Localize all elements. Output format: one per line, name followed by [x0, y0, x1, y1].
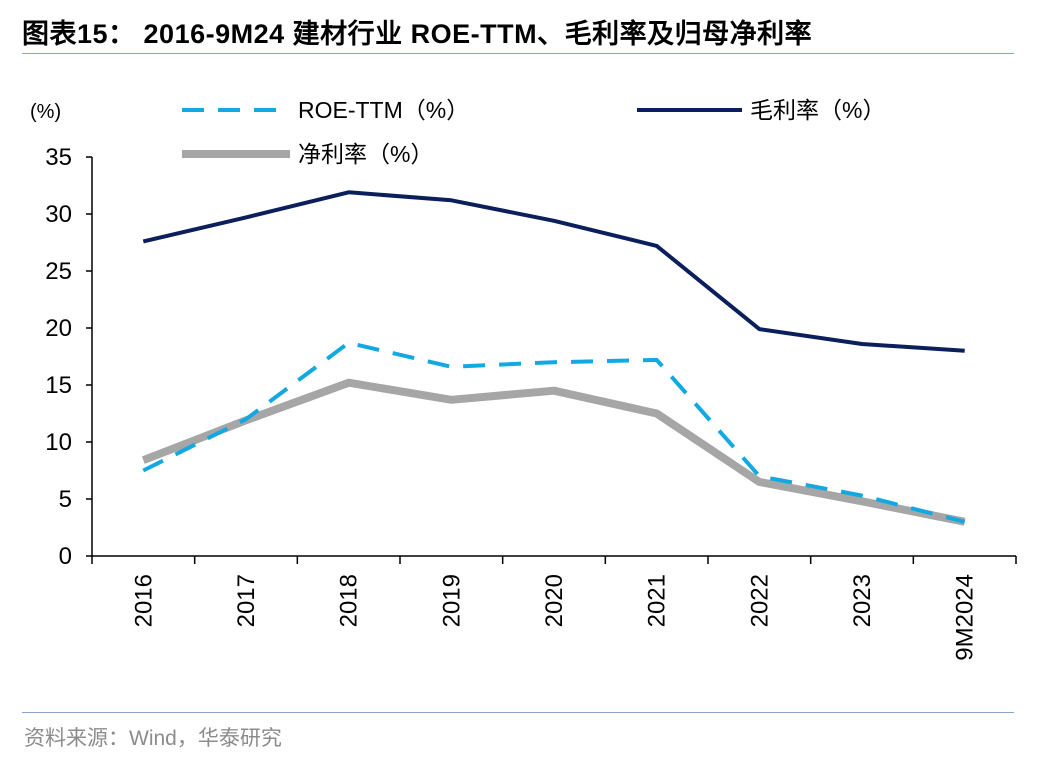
y-tick-label: 10: [45, 429, 72, 456]
line-chart: 0 5 10 15 20 25 30 35 2016 2017 2018 2019 2020 2021 20…: [30, 97, 1017, 661]
y-tick-label: 0: [59, 543, 72, 570]
x-tick-label: 2022: [746, 574, 773, 627]
x-tick-label: 2021: [644, 574, 671, 627]
x-tick-label: 2023: [849, 574, 876, 627]
x-tick-label: 2020: [541, 574, 568, 627]
series-line-net-margin: [141, 378, 966, 526]
x-tick-label: 2016: [130, 574, 157, 627]
x-tick-label: 2018: [336, 574, 363, 627]
title-divider: [22, 53, 1014, 54]
y-tick-label: 25: [45, 258, 72, 285]
x-tick-label: 2019: [438, 574, 465, 627]
chart-series: [141, 190, 966, 526]
y-tick-label: 35: [45, 144, 72, 171]
chart-axes: 0 5 10 15 20 25 30 35 2016 2017 2018 2019 2020 2021 20…: [45, 144, 1017, 661]
y-tick-label: 20: [45, 315, 72, 342]
x-tick-label: 9M2024: [952, 574, 979, 661]
x-tick-label: 2017: [233, 574, 260, 627]
chart-title: 图表15： 2016-9M24 建材行业 ROE-TTM、毛利率及归母净利率: [22, 19, 813, 49]
series-line-gross-margin: [142, 190, 965, 353]
series-line-roe-ttm: [142, 340, 966, 524]
y-tick-label: 30: [45, 201, 72, 228]
y-tick-label: 15: [45, 372, 72, 399]
legend-label-roe-ttm: ROE-TTM（%）: [298, 97, 469, 123]
source-note: 资料来源：Wind，华泰研究: [24, 727, 282, 750]
footer-divider: [22, 712, 1014, 713]
chart-legend: ROE-TTM（%） 毛利率（%） 净利率（%）: [182, 97, 885, 167]
y-tick-label: 5: [59, 486, 72, 513]
y-axis-unit-label: (%): [30, 101, 61, 123]
legend-label-gross-margin: 毛利率（%）: [750, 97, 885, 123]
legend-label-net-margin: 净利率（%）: [298, 141, 433, 167]
